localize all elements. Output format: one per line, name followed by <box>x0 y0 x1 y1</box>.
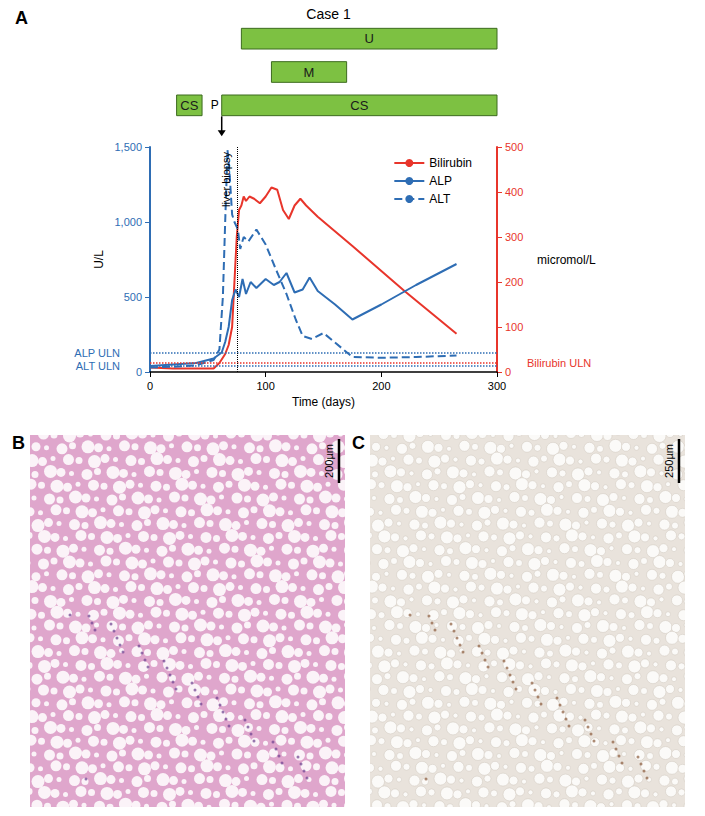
svg-text:1,500: 1,500 <box>114 141 142 153</box>
svg-text:300: 300 <box>488 380 506 392</box>
svg-text:Bilirubin: Bilirubin <box>429 156 472 170</box>
svg-text:M: M <box>304 65 315 80</box>
svg-text:1,000: 1,000 <box>114 216 142 228</box>
svg-text:CS: CS <box>180 98 198 113</box>
svg-text:200: 200 <box>505 276 523 288</box>
svg-text:100: 100 <box>256 380 274 392</box>
svg-text:ALP: ALP <box>429 174 452 188</box>
svg-text:ALT ULN: ALT ULN <box>76 360 120 372</box>
svg-text:C: C <box>352 433 365 453</box>
svg-text:200: 200 <box>372 380 390 392</box>
svg-text:U/L: U/L <box>92 250 106 269</box>
svg-text:400: 400 <box>505 186 523 198</box>
svg-text:0: 0 <box>505 366 511 378</box>
svg-text:Time (days): Time (days) <box>292 395 355 409</box>
svg-text:500: 500 <box>124 291 142 303</box>
svg-text:U: U <box>364 31 373 46</box>
svg-text:Case 1: Case 1 <box>306 6 351 22</box>
svg-text:300: 300 <box>505 231 523 243</box>
svg-text:P: P <box>211 98 219 112</box>
svg-text:100: 100 <box>505 321 523 333</box>
svg-text:Bilirubin ULN: Bilirubin ULN <box>527 357 591 369</box>
svg-text:micromol/L: micromol/L <box>537 253 596 267</box>
svg-text:B: B <box>12 433 25 453</box>
svg-text:ALP ULN: ALP ULN <box>74 347 120 359</box>
svg-text:0: 0 <box>136 366 142 378</box>
svg-text:ALT: ALT <box>429 192 451 206</box>
svg-text:liver biopsy: liver biopsy <box>220 152 232 208</box>
svg-text:500: 500 <box>505 141 523 153</box>
svg-text:0: 0 <box>147 380 153 392</box>
svg-text:250µm: 250µm <box>663 444 675 478</box>
svg-text:200µm: 200µm <box>323 444 335 478</box>
svg-text:A: A <box>15 8 28 28</box>
svg-text:CS: CS <box>350 98 368 113</box>
